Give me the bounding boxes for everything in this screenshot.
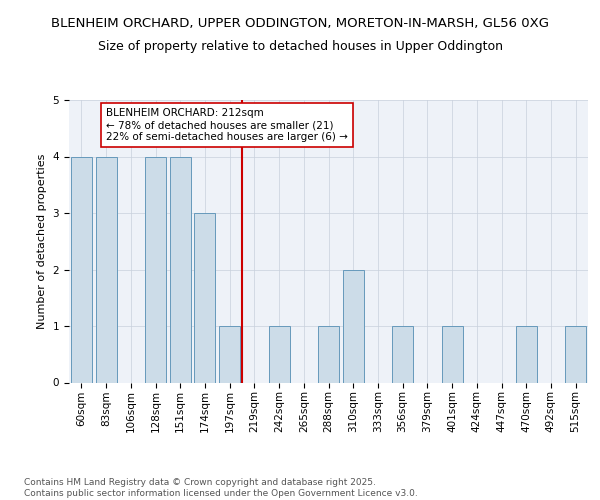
Bar <box>219 326 240 382</box>
Bar <box>145 156 166 382</box>
Bar <box>170 156 191 382</box>
Bar <box>318 326 339 382</box>
Text: BLENHEIM ORCHARD, UPPER ODDINGTON, MORETON-IN-MARSH, GL56 0XG: BLENHEIM ORCHARD, UPPER ODDINGTON, MORET… <box>51 18 549 30</box>
Bar <box>565 326 586 382</box>
Bar <box>343 270 364 382</box>
Bar <box>442 326 463 382</box>
Bar <box>95 156 116 382</box>
Bar <box>71 156 92 382</box>
Bar <box>194 213 215 382</box>
Y-axis label: Number of detached properties: Number of detached properties <box>37 154 47 329</box>
Text: Size of property relative to detached houses in Upper Oddington: Size of property relative to detached ho… <box>97 40 503 53</box>
Bar <box>392 326 413 382</box>
Bar <box>516 326 537 382</box>
Bar <box>269 326 290 382</box>
Text: BLENHEIM ORCHARD: 212sqm
← 78% of detached houses are smaller (21)
22% of semi-d: BLENHEIM ORCHARD: 212sqm ← 78% of detach… <box>106 108 348 142</box>
Text: Contains HM Land Registry data © Crown copyright and database right 2025.
Contai: Contains HM Land Registry data © Crown c… <box>24 478 418 498</box>
